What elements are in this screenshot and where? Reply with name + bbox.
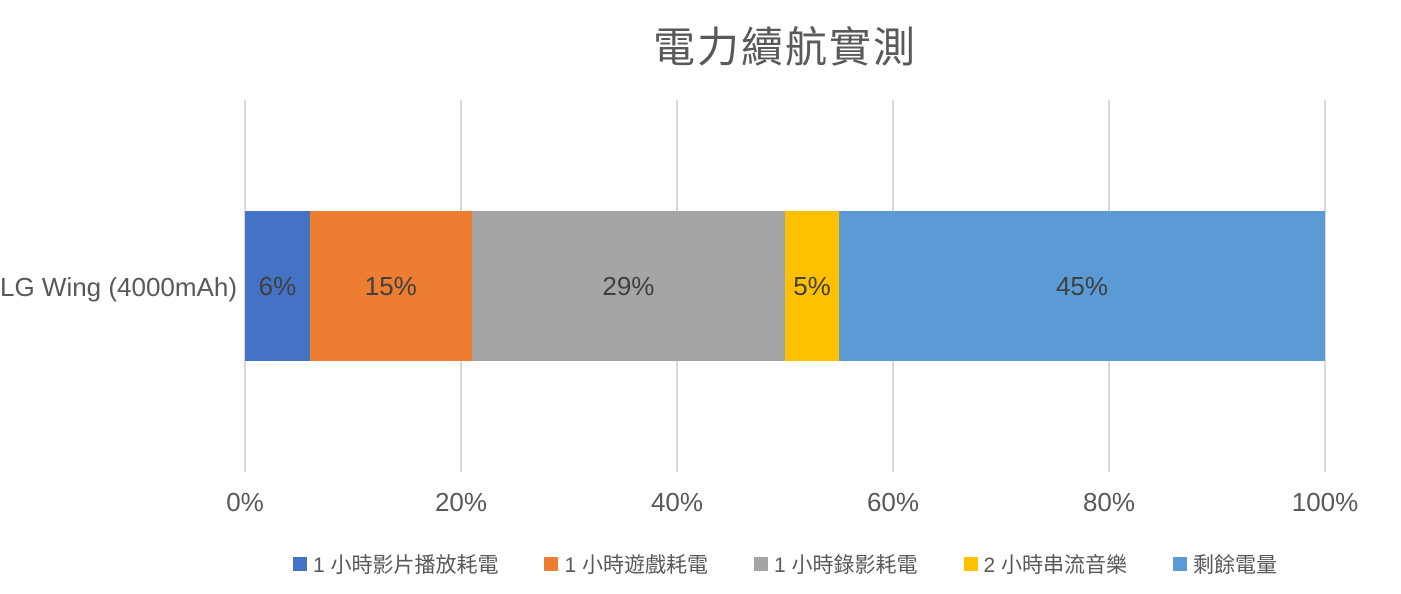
data-label: 6% xyxy=(258,270,297,301)
legend-label: 1 小時遊戲耗電 xyxy=(564,554,708,577)
x-axis: 0% 20% 40% 60% 80% 100% xyxy=(226,487,1358,519)
bar-segment: 45% xyxy=(838,211,1325,361)
legend-item: 1 小時遊戲耗電 xyxy=(544,549,708,579)
data-label: 15% xyxy=(364,270,417,301)
bar-segment: 5% xyxy=(784,211,839,361)
bar-segment: 29% xyxy=(471,211,785,361)
x-tick-label: 20% xyxy=(434,487,488,517)
legend-swatch-icon xyxy=(1173,557,1188,571)
plot-area: 6% 15% 29% 5% 45% xyxy=(244,100,1326,472)
legend: 1 小時影片播放耗電 1 小時遊戲耗電 1 小時錄影耗電 2 小時串流音樂 剩餘電量 xyxy=(245,548,1325,580)
data-label: 29% xyxy=(602,270,655,301)
x-tick-label: 60% xyxy=(866,487,920,517)
category-axis-label: LG Wing (4000mAh) xyxy=(0,272,237,302)
legend-label: 剩餘電量 xyxy=(1193,554,1278,577)
legend-swatch-icon xyxy=(544,557,559,571)
legend-item: 2 小時串流音樂 xyxy=(963,549,1128,579)
legend-label: 1 小時影片播放耗電 xyxy=(312,554,499,577)
x-tick-label: 40% xyxy=(650,487,704,517)
data-label: 5% xyxy=(793,270,831,301)
stacked-bar: 6% 15% 29% 5% 45% xyxy=(245,211,1325,361)
legend-label: 1 小時錄影耗電 xyxy=(774,554,918,577)
legend-swatch-icon xyxy=(754,557,768,571)
legend-swatch-icon xyxy=(292,557,307,571)
data-label: 45% xyxy=(1055,270,1108,301)
x-tick-label: 0% xyxy=(226,487,264,517)
chart-title: 電力續航實測 xyxy=(652,24,917,71)
legend-swatch-icon xyxy=(963,557,978,571)
x-tick-label: 100% xyxy=(1291,487,1359,517)
gridline xyxy=(1324,100,1326,472)
legend-item: 剩餘電量 xyxy=(1173,549,1277,579)
bar-segment: 6% xyxy=(245,211,310,361)
legend-item: 1 小時影片播放耗電 xyxy=(292,549,499,579)
bar-segment: 15% xyxy=(309,211,472,361)
legend-item: 1 小時錄影耗電 xyxy=(754,549,918,579)
legend-label: 2 小時串流音樂 xyxy=(983,554,1128,577)
x-tick-label: 80% xyxy=(1082,487,1136,517)
